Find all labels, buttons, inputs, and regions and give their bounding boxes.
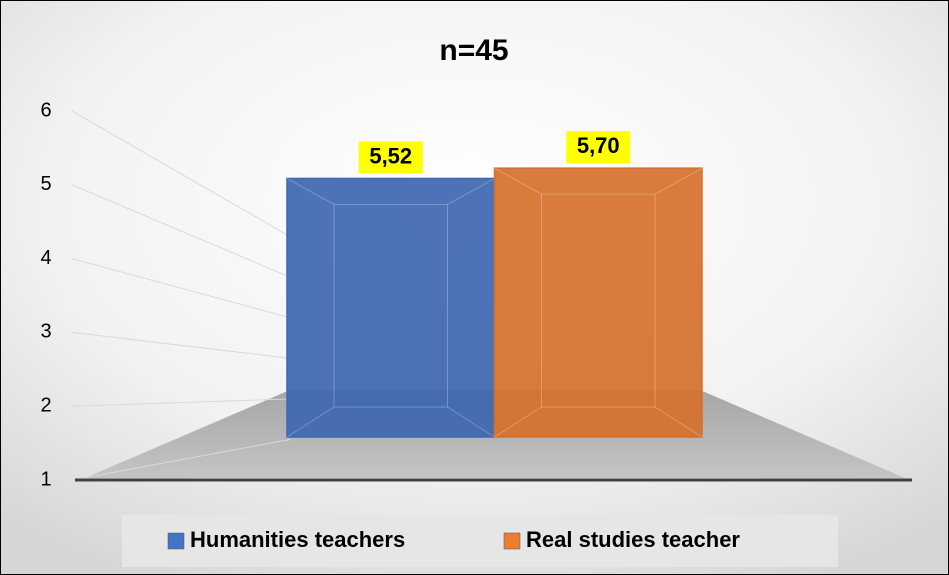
bar-inner [333,203,448,408]
legend-label: Real studies teacher [526,527,740,552]
value-label: 5,52 [369,143,412,168]
bar-edge [494,167,542,195]
grid-line [71,331,291,359]
y-tick-label: 4 [40,247,51,269]
bar-inner [541,193,656,408]
value-label: 5,70 [577,133,620,158]
bar-edge [447,406,495,438]
grid-line [71,184,291,278]
grid-line [71,110,291,237]
chart-title: n=45 [439,34,508,67]
y-tick-label: 1 [40,468,51,490]
bar [493,167,703,438]
y-tick-label: 3 [40,321,51,343]
legend-label: Humanities teachers [190,527,405,552]
grid-line [71,439,291,481]
y-tick-label: 6 [40,99,51,121]
value-label-bg [566,131,631,164]
y-tick-label: 2 [40,394,51,416]
y-tick-label: 5 [40,173,51,195]
value-label-bg [358,141,423,174]
bar-edge [447,178,495,205]
bar-edge [286,178,335,205]
legend-swatch [167,532,185,550]
bar-edge [286,406,335,438]
bar [286,177,496,438]
legend-swatch [503,532,521,550]
grid-line [71,258,291,319]
bar-edge [494,406,542,438]
bar-edge [654,167,703,195]
grid-line [71,398,291,407]
legend-box [122,515,838,567]
bar-edge [654,406,703,438]
